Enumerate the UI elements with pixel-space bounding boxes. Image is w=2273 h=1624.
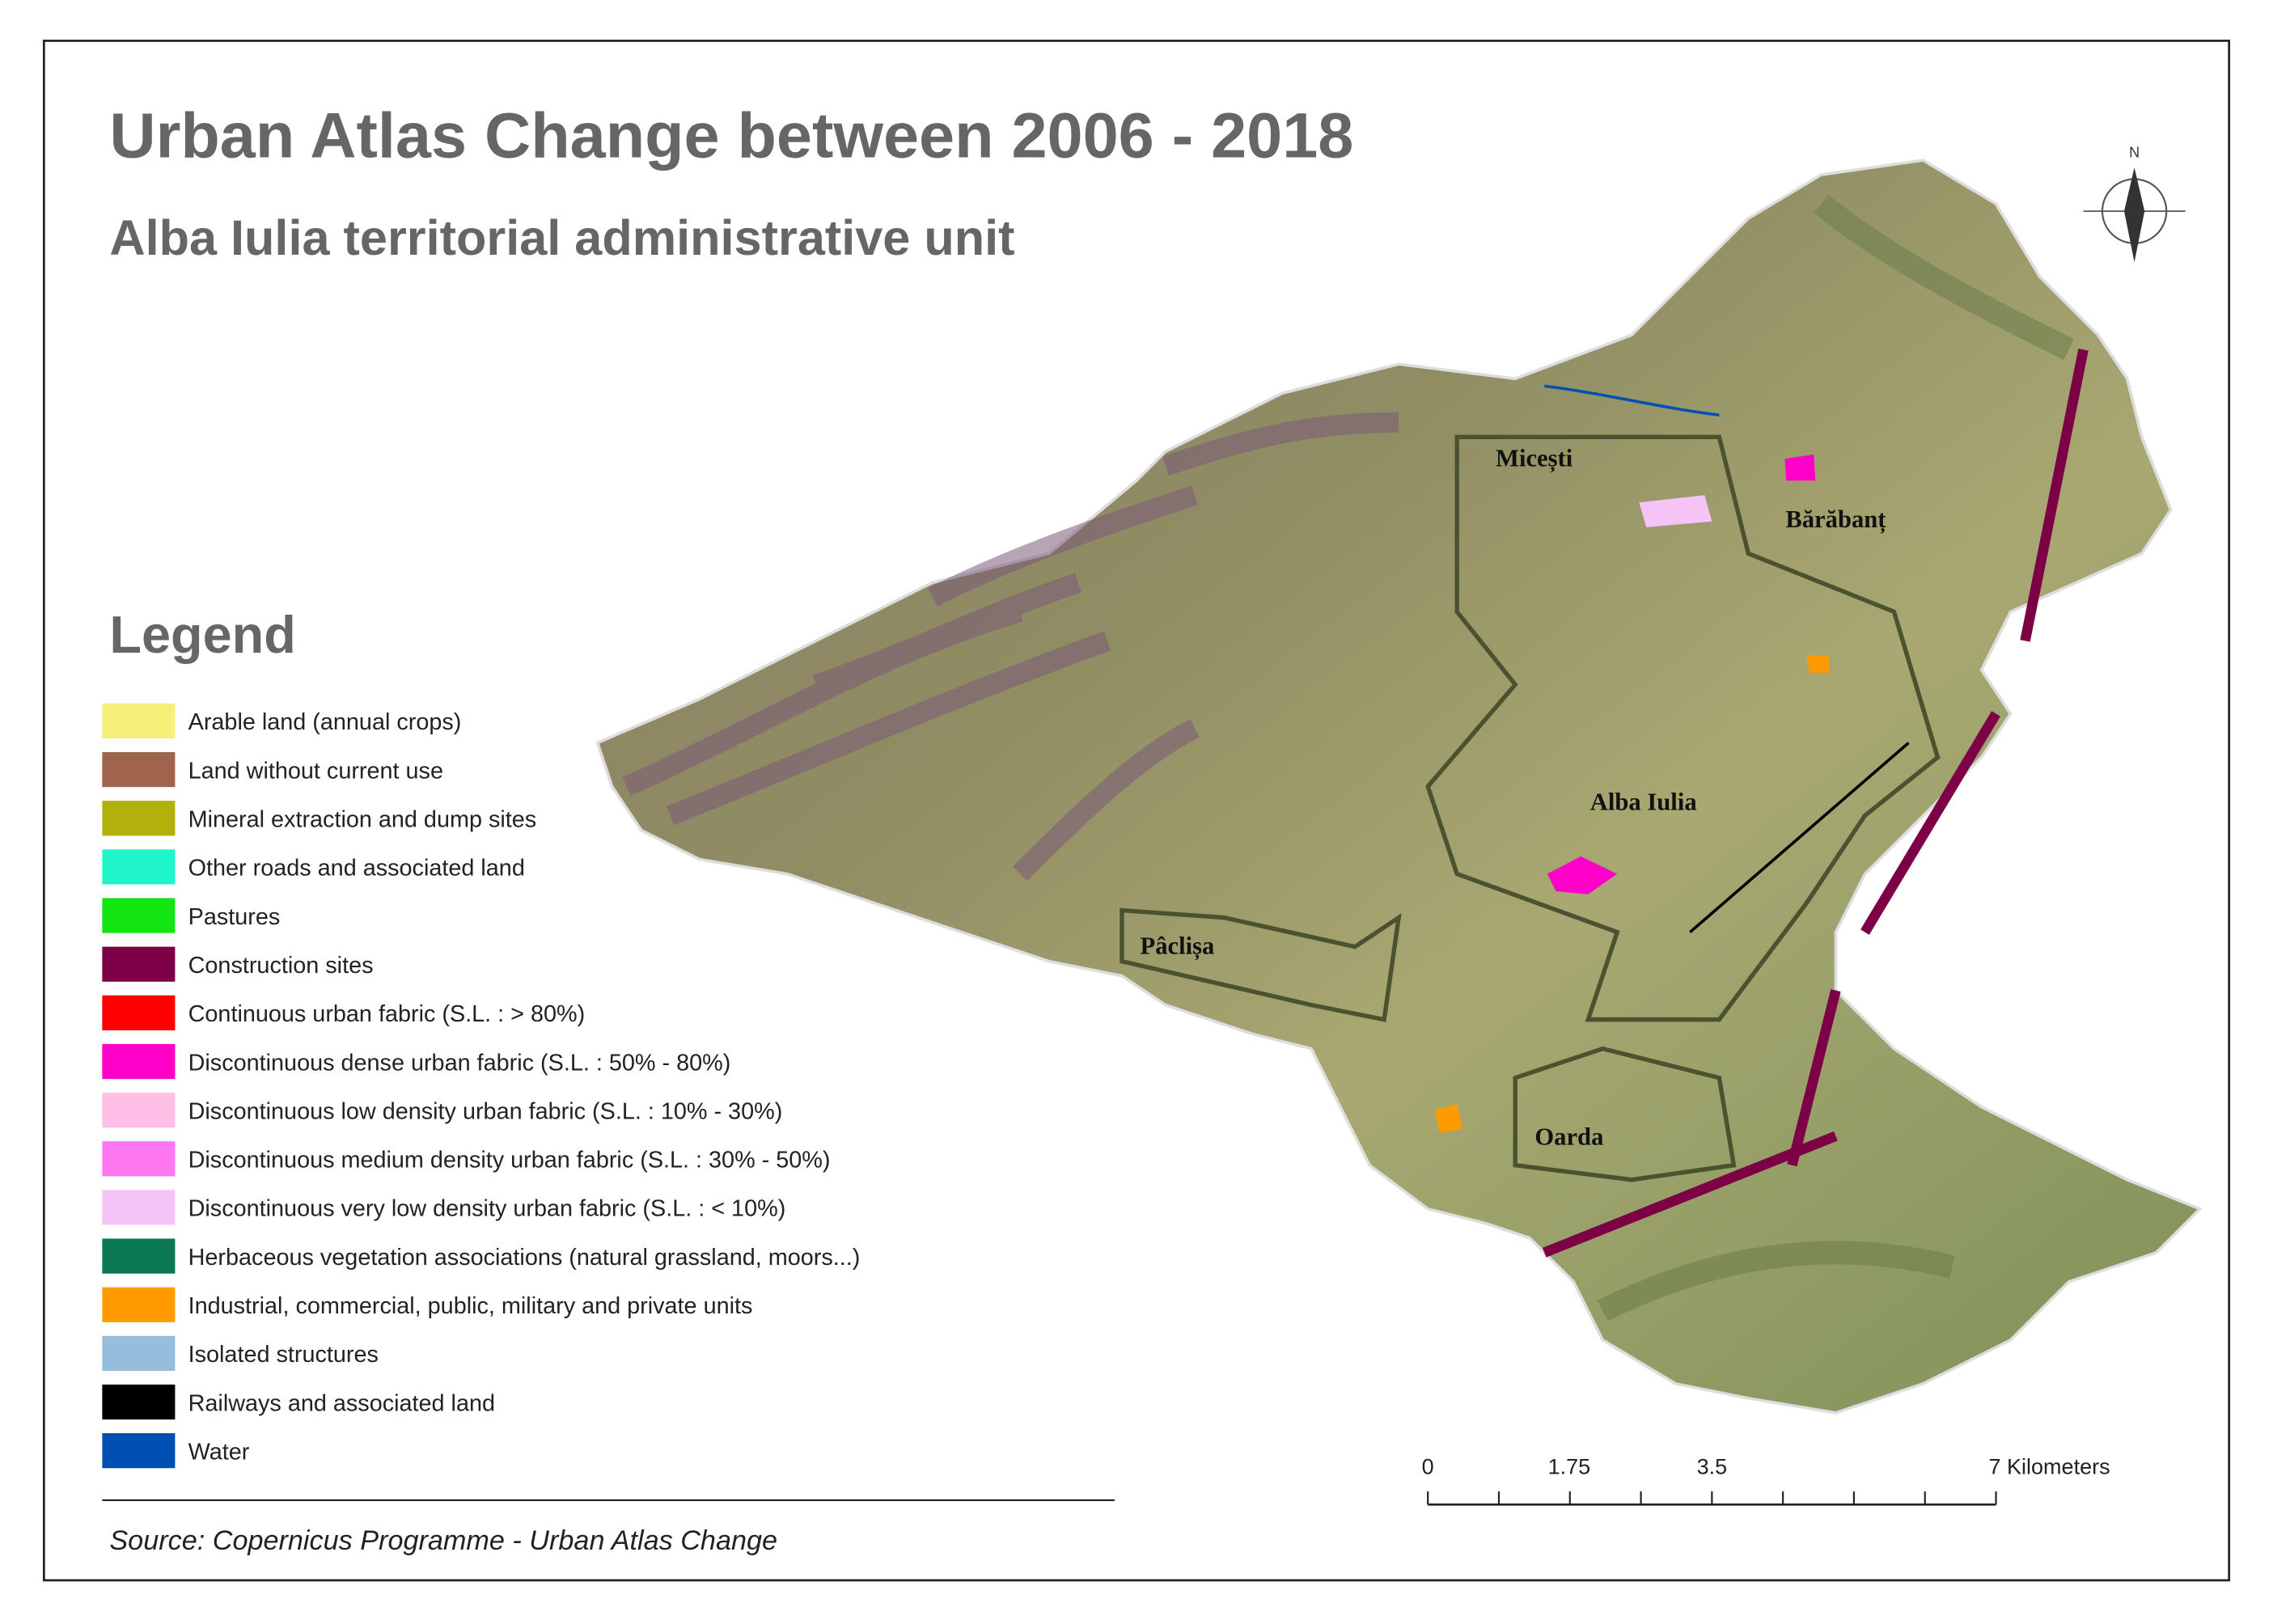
place-labels: Micești Bărăbanț Alba Iulia Pâclișa Oarda: [1141, 444, 1887, 1150]
legend-swatch: [102, 801, 176, 836]
urban-patch: [1639, 495, 1712, 527]
source: Source: Copernicus Programme - Urban Atl…: [109, 1525, 777, 1556]
urban-patch: [1784, 454, 1816, 481]
legend-swatch: [102, 703, 176, 739]
boundary: [1120, 907, 1402, 1022]
legend-swatch: [102, 1384, 176, 1420]
industrial-patch: [1435, 1104, 1463, 1134]
title: Urban Atlas Change between 2006 - 2018: [109, 99, 1353, 171]
legend-label: Discontinuous dense urban fabric (S.L. :…: [188, 1050, 731, 1076]
legend-label: Water: [188, 1439, 250, 1465]
legend-label: Arable land (annual crops): [188, 709, 462, 735]
legend-swatch: [102, 1043, 176, 1080]
legend-label: Railways and associated land: [188, 1390, 495, 1416]
scale-bar: 0 1.75 3.5 7 Kilometers: [1422, 1455, 2110, 1506]
legend-title: Legend: [109, 605, 296, 664]
legend-swatch: [102, 1433, 176, 1469]
ridge-shading: [1597, 194, 2075, 1322]
legend-label: Discontinuous very low density urban fab…: [188, 1196, 786, 1222]
legend-label: Herbaceous vegetation associations (natu…: [188, 1245, 861, 1271]
legend-swatch: [102, 1190, 176, 1225]
place-label: Alba Iulia: [1590, 788, 1697, 815]
boundary: [1425, 434, 1941, 1022]
legend-swatch: [102, 1287, 176, 1322]
subtitle: Alba Iulia territorial administrative un…: [109, 210, 1014, 265]
legend-swatch: [102, 995, 176, 1030]
scale-label: 7 Kilometers: [1989, 1455, 2110, 1479]
ridge-shading: [622, 412, 1399, 882]
industrial-patch: [1806, 655, 1831, 674]
legend-swatch: [102, 1141, 176, 1177]
legend-label: Pastures: [188, 904, 281, 930]
legend-label: Continuous urban fabric (S.L. : > 80%): [188, 1001, 586, 1027]
legend-label: Isolated structures: [188, 1342, 379, 1368]
scale-label: 0: [1422, 1455, 1434, 1479]
legend-swatch: [102, 1093, 176, 1128]
place-label: Oarda: [1534, 1123, 1603, 1151]
legend-swatch: [102, 751, 176, 788]
legend-label: Discontinuous medium density urban fabri…: [188, 1148, 831, 1174]
legend-label: Other roads and associated land: [188, 856, 525, 882]
legend-label: Construction sites: [188, 953, 374, 979]
legend-swatch: [102, 849, 176, 885]
legend: Arable land (annual crops) Land without c…: [102, 703, 861, 1469]
place-label: Micești: [1496, 444, 1573, 472]
legend-label: Land without current use: [188, 758, 443, 784]
legend-swatch: [102, 1238, 176, 1274]
north-needle: [2124, 167, 2145, 263]
legend-label: Discontinuous low density urban fabric (…: [188, 1098, 783, 1124]
place-label: Pâclișa: [1141, 933, 1215, 961]
scale-label: 1.75: [1548, 1455, 1591, 1479]
river: [1544, 384, 1720, 417]
legend-swatch: [102, 1335, 176, 1372]
legend-swatch: [102, 898, 176, 933]
place-label: Bărăbanț: [1785, 505, 1886, 534]
north-label: N: [2129, 144, 2140, 160]
boundary: [1513, 1046, 1737, 1182]
legend-label: Industrial, commercial, public, military…: [188, 1293, 753, 1319]
territory: [595, 159, 2203, 1415]
construction-strip: [1542, 348, 2089, 1258]
urban-patch: [1547, 856, 1618, 894]
north-arrow: N: [2083, 144, 2186, 263]
railway: [1689, 742, 1910, 933]
scale-label: 3.5: [1697, 1455, 1728, 1479]
legend-label: Mineral extraction and dump sites: [188, 807, 537, 833]
legend-swatch: [102, 946, 176, 982]
